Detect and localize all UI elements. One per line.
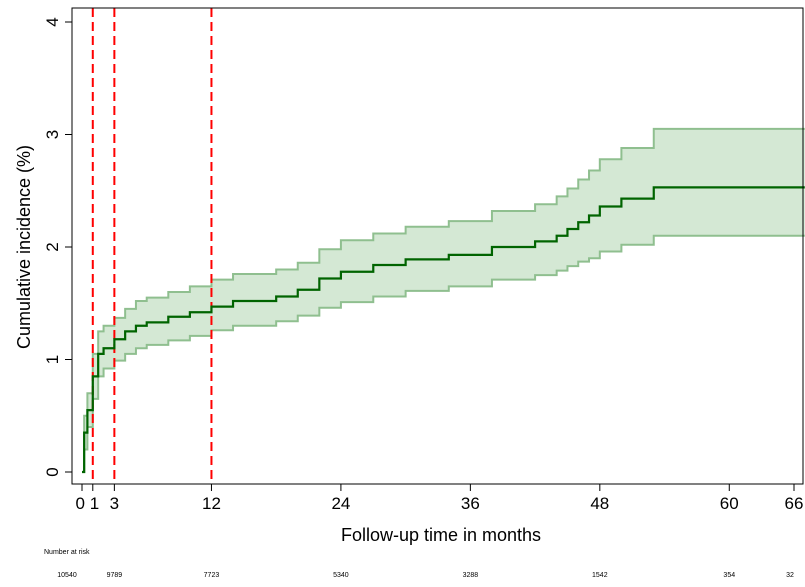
x-tick-label: 24 xyxy=(331,494,350,513)
number-at-risk-value: 354 xyxy=(723,572,736,579)
x-tick-label: 66 xyxy=(785,494,804,513)
confidence-band xyxy=(82,128,805,472)
number-at-risk-value: 3288 xyxy=(462,572,479,579)
x-tick-label: 48 xyxy=(590,494,609,513)
x-tick-label: 1 xyxy=(90,494,99,513)
x-tick-label: 0 xyxy=(76,494,85,513)
estimate-line-layer xyxy=(82,186,805,474)
y-tick-label: 1 xyxy=(43,355,62,364)
cumulative-incidence-line xyxy=(82,186,805,474)
y-tick-label: 2 xyxy=(43,242,62,251)
y-axis-title: Cumulative incidence (%) xyxy=(14,145,34,349)
x-tick-label: 12 xyxy=(202,494,221,513)
plot-frame xyxy=(71,7,804,485)
x-tick-label: 60 xyxy=(720,494,739,513)
number-at-risk-value: 32 xyxy=(786,572,794,579)
number-at-risk-value: 5340 xyxy=(333,572,349,579)
number-at-risk-value: 10540 xyxy=(57,572,77,579)
number-at-risk-value: 9789 xyxy=(106,572,123,579)
y-tick-label: 4 xyxy=(43,17,62,26)
number-at-risk-title: Number at risk xyxy=(44,549,90,556)
ci-upper-line xyxy=(82,127,805,473)
y-tick-label: 0 xyxy=(43,467,62,476)
x-tick-label: 36 xyxy=(461,494,480,513)
reference-lines-layer xyxy=(91,8,213,484)
number-at-risk-value: 1542 xyxy=(592,572,608,579)
x-tick-label: 3 xyxy=(110,494,119,513)
number-at-risk-value: 7723 xyxy=(203,572,220,579)
ci-lower-line xyxy=(82,234,805,473)
x-axis-title: Follow-up time in months xyxy=(341,525,541,545)
confidence-band-layer xyxy=(82,127,805,473)
axes-layer xyxy=(71,7,804,485)
y-tick-label: 3 xyxy=(43,130,62,139)
